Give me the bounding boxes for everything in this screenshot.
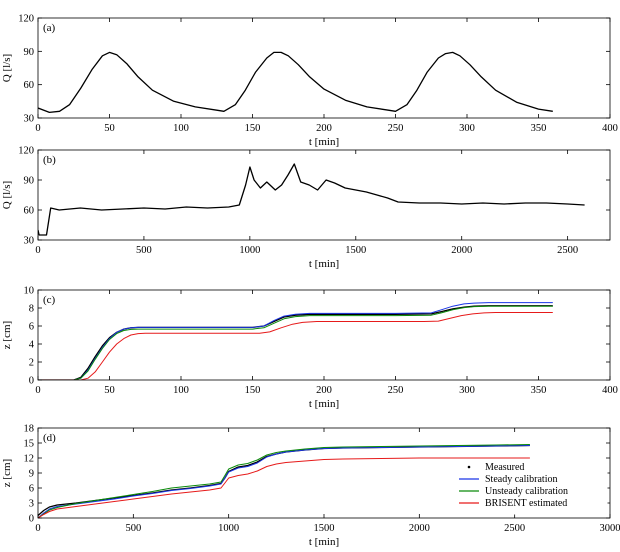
series-line-1 (38, 51, 553, 114)
y-axis-label: z [cm] (1, 321, 13, 349)
series-group (38, 163, 585, 236)
x-tick-label: 2000 (409, 523, 430, 534)
y-tick-label: 4 (29, 340, 35, 351)
legend-swatch-measured (467, 465, 471, 469)
x-axis-label: t [min] (309, 258, 339, 270)
y-tick-label: 9 (29, 469, 34, 480)
panel-tag: (b) (43, 154, 56, 166)
y-tick-label: 6 (29, 322, 34, 333)
y-axis-label: Q [l/s] (1, 54, 13, 82)
x-tick-label: 0 (35, 245, 40, 256)
panel-tag: (c) (43, 294, 56, 306)
x-tick-label: 100 (173, 385, 189, 396)
x-tick-label: 200 (316, 123, 332, 134)
legend-entry-label: Steady calibration (485, 474, 557, 485)
legend-box (454, 461, 608, 515)
panel-3: 0 50 100 150 200 250 300 350 400 0 2 4 6 8 10 t [min] z … (1, 286, 618, 411)
y-tick-label: 90 (24, 176, 35, 187)
x-tick-label: 150 (245, 123, 261, 134)
series-line-unsteady-calibration (38, 444, 530, 518)
y-tick-label: 120 (18, 146, 34, 157)
x-tick-label: 2500 (504, 523, 525, 534)
x-tick-label: 1500 (345, 245, 366, 256)
x-tick-label: 400 (602, 385, 618, 396)
series-line-brisent-estimated (38, 312, 553, 380)
y-tick-label: 18 (24, 424, 35, 435)
x-tick-label: 300 (459, 385, 475, 396)
y-tick-label: 8 (29, 304, 34, 315)
x-tick-label: 0 (35, 385, 40, 396)
series-line-unsteady-calibration (38, 305, 553, 380)
y-tick-label: 60 (24, 206, 35, 217)
axes-frame (37, 17, 611, 119)
legend-entry-label: Measured (485, 462, 524, 473)
x-tick-label: 0 (35, 523, 40, 534)
y-tick-label: 120 (18, 14, 34, 25)
x-axis-label: t [min] (309, 398, 339, 410)
y-tick-label: 0 (29, 514, 34, 525)
x-tick-label: 1000 (218, 523, 239, 534)
x-axis-label: t [min] (309, 536, 339, 548)
x-tick-label: 2500 (557, 245, 578, 256)
panel-4: 0 500 1000 1500 2000 2500 3000 0 3 6 9 12 15 18 t [min… (1, 424, 620, 549)
x-tick-label: 500 (125, 523, 141, 534)
x-tick-label: 50 (104, 123, 115, 134)
series-line-brisent-estimated (38, 457, 530, 518)
x-axis-label: t [min] (309, 136, 339, 148)
y-tick-label: 15 (24, 439, 35, 450)
series-group (38, 444, 530, 518)
x-tick-label: 350 (531, 385, 547, 396)
x-tick-label: 500 (136, 245, 152, 256)
x-tick-label: 400 (602, 123, 618, 134)
x-tick-label: 2000 (451, 245, 472, 256)
panel-tag: (d) (43, 432, 56, 444)
panel-1: 0 50 100 150 200 250 300 350 400 30 60 90 120 t [min]… (1, 14, 618, 149)
x-tick-label: 3000 (600, 523, 620, 534)
x-tick-label: 1500 (314, 523, 335, 534)
series-line-steady-calibration (38, 445, 530, 518)
y-axis-label: Q [l/s] (1, 181, 13, 209)
axes-frame (37, 149, 611, 241)
x-tick-label: 0 (35, 123, 40, 134)
x-tick-label: 50 (104, 385, 115, 396)
x-tick-label: 200 (316, 385, 332, 396)
panel-tag: (a) (43, 22, 56, 34)
series-line-1 (38, 163, 585, 236)
axes-frame (37, 289, 611, 381)
x-tick-label: 350 (531, 123, 547, 134)
series-group (38, 302, 553, 380)
y-tick-label: 12 (24, 454, 35, 465)
legend-entry-label: BRISENT estimated (485, 498, 567, 509)
x-tick-label: 1000 (239, 245, 260, 256)
x-tick-label: 100 (173, 123, 189, 134)
y-tick-label: 10 (24, 286, 35, 297)
y-tick-label: 3 (29, 499, 34, 510)
y-tick-label: 2 (29, 358, 34, 369)
x-tick-label: 300 (459, 123, 475, 134)
series-group (38, 51, 553, 114)
y-tick-label: 30 (24, 236, 35, 247)
y-tick-label: 90 (24, 47, 35, 58)
series-line-steady-calibration (38, 302, 553, 380)
x-tick-label: 250 (388, 123, 404, 134)
y-tick-label: 0 (29, 376, 34, 387)
legend-entry-label: Unsteady calibration (485, 486, 568, 497)
panel-2: 0 500 1000 1500 2000 2500 30 60 90 120 t [min] Q [l… (1, 146, 611, 270)
x-tick-label: 150 (245, 385, 261, 396)
y-axis-label: z [cm] (1, 459, 13, 487)
y-tick-label: 60 (24, 80, 35, 91)
y-tick-label: 6 (29, 484, 34, 495)
y-tick-label: 30 (24, 114, 35, 125)
x-tick-label: 250 (388, 385, 404, 396)
